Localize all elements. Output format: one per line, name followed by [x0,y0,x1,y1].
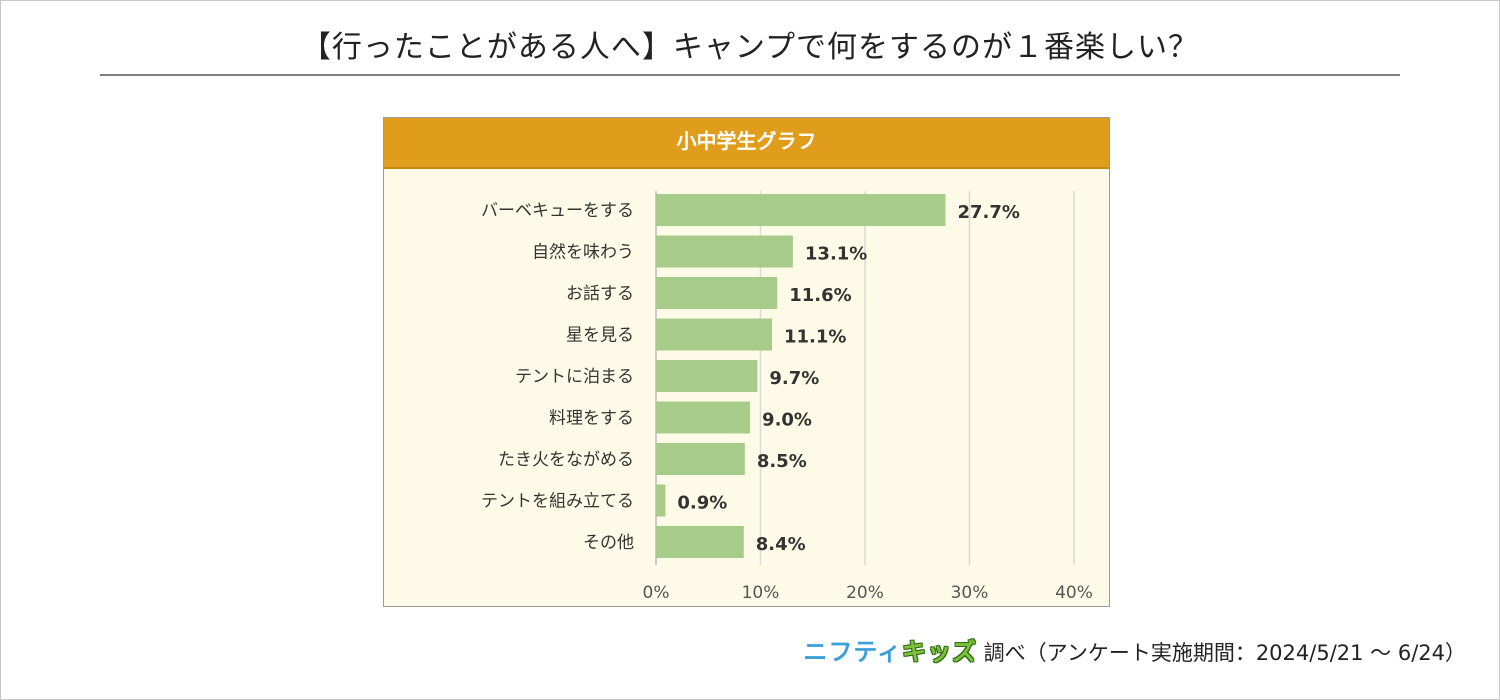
x-tick-label: 10% [742,583,780,603]
value-label: 9.7% [769,368,819,389]
value-label: 0.9% [677,493,727,514]
bar [656,526,744,558]
chart-panel-header: 小中学生グラフ [384,118,1109,169]
value-label: 9.0% [762,410,812,431]
category-label: 自然を味わう [532,243,634,263]
x-tick-label: 30% [951,583,989,603]
page-title: 【行ったことがある人へ】キャンプで何をするのが１番楽しい？ [300,30,1200,65]
value-label: 11.6% [789,285,851,306]
category-label: たき火をながめる [498,450,634,470]
bar [656,443,745,475]
bar [656,401,751,434]
bar [656,194,946,226]
value-label: 8.5% [757,451,807,472]
category-label: テントに泊まる [515,367,634,387]
source-footer: ニフティキッズ 調べ（アンケート実施期間：2024/5/21 ～ 6/24） [803,632,1466,667]
bar [656,484,666,517]
title-divider [100,74,1400,76]
bar [656,235,793,268]
value-label: 13.1% [805,244,867,265]
category-label: バーベキューをする [481,201,634,221]
category-label: 星を見る [566,326,634,346]
category-label: お話する [566,284,634,304]
category-label: 料理をする [549,409,634,429]
chart-panel: 小中学生グラフ バーベキューをする 27.7% 自然を味わう 13.1% お話する 11.… [383,117,1110,607]
x-tick-label: 20% [846,583,884,603]
source-text: 調べ（アンケート実施期間：2024/5/21 ～ 6/24） [983,641,1466,665]
value-label: 8.4% [756,534,806,555]
brand-logo-part1: ニフティ [803,638,902,666]
bar [656,277,778,309]
value-label: 11.1% [784,327,846,348]
value-label: 27.7% [957,202,1019,223]
bar [656,360,758,392]
bar [656,318,772,351]
x-tick-label: 0% [643,583,670,603]
x-tick-label: 40% [1055,583,1093,603]
brand-logo-part2: キッズ [901,638,977,666]
category-label: テントを組み立てる [481,492,634,512]
bar-chart: バーベキューをする 27.7% 自然を味わう 13.1% お話する 11.6% 星を見る 11… [481,191,1093,603]
category-label: その他 [583,533,634,553]
